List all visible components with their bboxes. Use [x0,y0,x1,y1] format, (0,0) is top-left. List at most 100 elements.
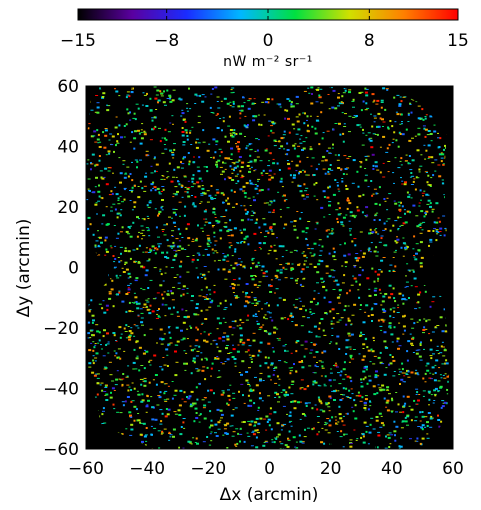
map-pixel [280,177,283,180]
map-pixel [154,418,158,421]
map-pixel [301,194,305,197]
map-pixel [197,314,200,316]
map-pixel [198,382,201,385]
map-pixel [156,292,160,294]
map-pixel [153,116,156,119]
map-pixel [213,284,216,286]
map-pixel [164,315,167,317]
map-pixel [169,100,173,103]
map-pixel [364,87,367,90]
map-pixel [437,164,441,166]
map-pixel [217,159,221,162]
map-pixel [115,340,117,341]
map-pixel [440,406,443,409]
colorbar-tick-label: 0 [263,31,274,51]
map-pixel [182,144,186,146]
map-pixel [345,413,348,415]
map-pixel [213,231,216,234]
map-pixel [252,314,255,317]
map-pixel [224,225,228,228]
map-pixel [357,289,360,291]
map-pixel [101,389,104,392]
map-pixel [244,115,247,117]
map-pixel [302,169,305,171]
map-pixel [174,193,178,196]
map-pixel [317,263,321,266]
map-pixel [377,125,381,128]
map-pixel [253,161,257,163]
map-pixel [214,194,217,196]
map-pixel [267,395,271,397]
map-pixel [362,435,365,438]
map-pixel [349,215,353,217]
map-pixel [366,155,370,157]
map-pixel [201,322,204,324]
map-pixel [412,352,415,353]
map-pixel [418,394,421,395]
map-pixel [422,125,426,127]
map-pixel [414,372,418,375]
map-pixel [283,130,286,133]
map-pixel [270,125,274,127]
map-pixel [130,225,132,227]
map-pixel [160,420,163,423]
map-pixel [306,156,309,158]
map-pixel [394,300,397,303]
map-pixel [111,279,114,282]
map-pixel [137,393,141,396]
map-pixel [433,228,437,230]
map-pixel [270,362,274,365]
map-pixel [260,172,263,175]
map-pixel [346,207,349,210]
map-pixel [400,113,403,116]
map-pixel [398,445,401,448]
map-pixel [418,319,421,322]
map-pixel [440,377,443,379]
map-pixel [346,157,350,159]
map-pixel [92,191,96,194]
map-pixel [171,235,174,237]
map-pixel [296,236,299,239]
map-pixel [115,352,118,355]
map-pixel [385,401,389,404]
map-pixel [248,367,251,369]
map-pixel [363,404,367,406]
map-pixel [197,115,201,117]
map-pixel [247,435,251,437]
map-pixel [271,132,275,134]
map-pixel [348,346,352,348]
map-pixel [402,395,405,398]
map-pixel [196,442,199,445]
map-pixel [148,235,151,237]
map-pixel [155,109,158,110]
map-pixel [234,248,237,251]
map-pixel [170,267,174,269]
map-pixel [141,187,144,190]
map-pixel [97,342,100,344]
map-pixel [313,242,317,245]
map-pixel [353,216,356,219]
map-pixel [129,275,132,278]
map-pixel [389,362,393,365]
map-pixel [441,346,445,348]
map-pixel [392,172,395,174]
map-pixel [104,128,108,129]
map-pixel [273,411,277,414]
map-pixel [130,189,134,191]
map-pixel [376,375,380,377]
map-pixel [356,124,360,127]
map-pixel [202,129,205,132]
map-pixel [205,309,209,311]
map-pixel [248,423,252,426]
map-pixel [438,175,442,178]
map-pixel [164,256,168,258]
map-pixel [106,104,108,106]
map-pixel [345,188,349,190]
map-pixel [344,242,346,245]
map-pixel [225,209,228,212]
map-pixel [173,277,177,278]
map-pixel [369,139,373,142]
map-pixel [356,209,360,212]
map-pixel [406,350,409,353]
map-pixel [291,367,294,369]
